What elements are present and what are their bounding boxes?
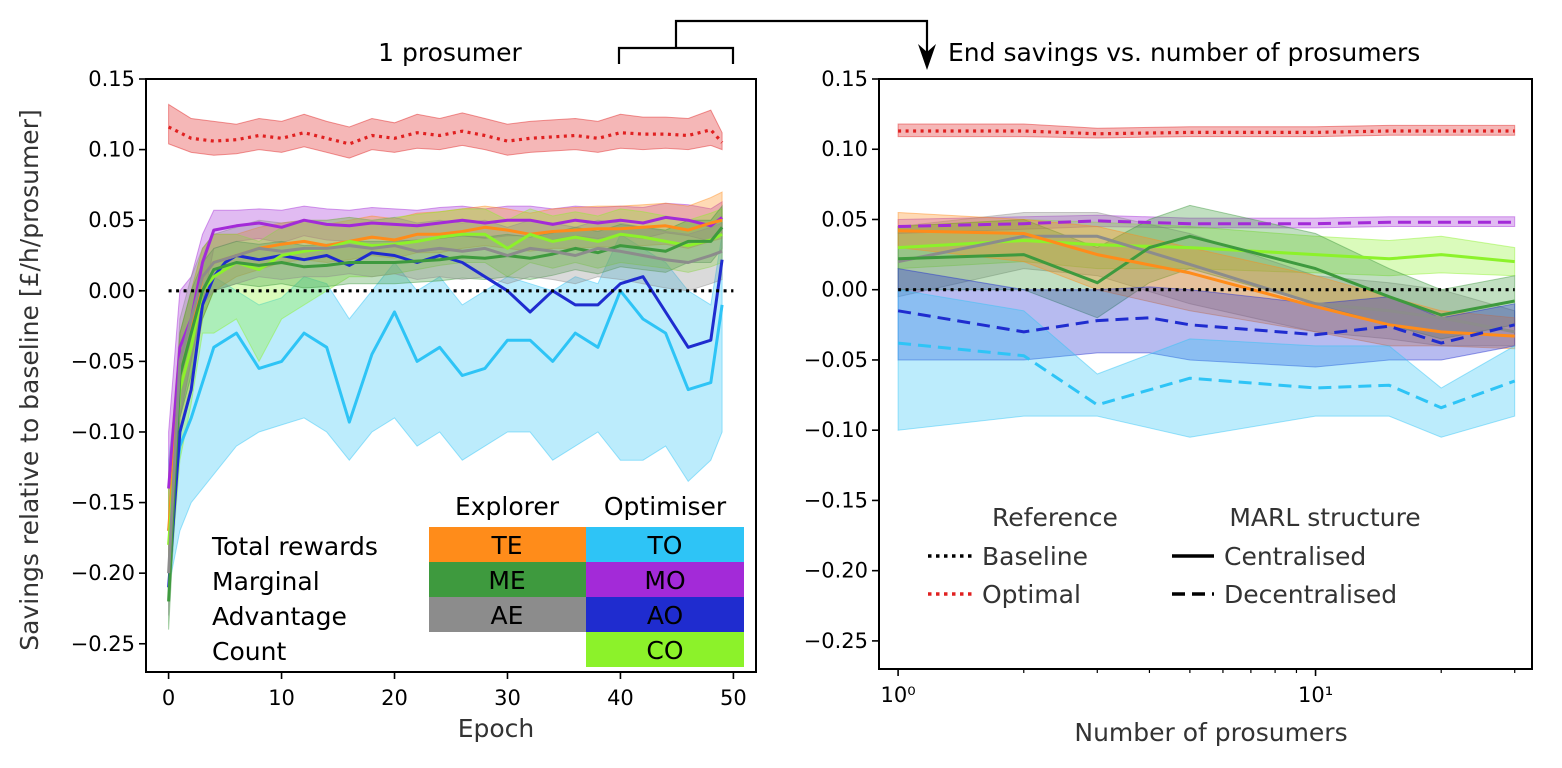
left-ytick-label: −0.10	[71, 420, 135, 444]
left-line-me	[167, 226, 724, 602]
left-xtick-label: 40	[607, 686, 634, 710]
legend-cell-ae	[429, 597, 586, 632]
left-xtick-label: 10	[268, 686, 295, 710]
left-ytick-label: −0.25	[71, 632, 135, 656]
left-band-to	[168, 233, 723, 588]
legend-baseline-label: Baseline	[982, 542, 1088, 571]
legend-decentralised-label: Decentralised	[1224, 580, 1397, 609]
right-line-me	[898, 234, 1515, 317]
right-plot-frame	[878, 78, 1533, 670]
right-panel-title: End savings vs. number of prosumers	[948, 38, 1420, 67]
legend-optimal-label: Optimal	[982, 580, 1081, 609]
left-xtick-label: 30	[494, 686, 521, 710]
legend-label-ao: AO	[647, 601, 683, 630]
legend-cell-to	[586, 527, 744, 562]
left-panel-title: 1 prosumer	[378, 38, 522, 67]
legend-centralised-label: Centralised	[1224, 542, 1366, 571]
left-band-te	[168, 191, 723, 574]
methods-legend: Explorer Optimiser Total rewards Margina…	[211, 492, 744, 667]
left-panel: 0.15 0.10 0.05 0.00 −0.05 −0.10 −0.15 −0.20 −0.2…	[71, 67, 757, 743]
left-line-mo	[167, 215, 723, 489]
left-ytick-label: 0.15	[88, 67, 135, 91]
left-line-to	[167, 289, 724, 531]
legend-cell-te	[429, 527, 586, 562]
legend-label-to: TO	[647, 531, 683, 560]
legend-cell-me	[429, 562, 586, 597]
legend-col-explorer: Explorer	[455, 492, 560, 521]
bracket-arrowhead	[918, 44, 936, 70]
left-x-ticks: 0 10 20 30 40 50	[162, 672, 747, 710]
right-band-te	[897, 211, 1516, 350]
right-xtick-label: 10¹	[1298, 683, 1333, 707]
legend-row-total-rewards: Total rewards	[211, 532, 378, 561]
legend-cell-co	[586, 632, 744, 667]
legend-structure-title: MARL structure	[1229, 503, 1420, 532]
lines-legend: Reference MARL structure Baseline Optima…	[928, 503, 1421, 609]
left-plot-frame	[145, 78, 757, 673]
left-line-optimal	[167, 125, 724, 146]
right-band-to	[897, 289, 1516, 438]
left-band-ae	[168, 216, 723, 616]
legend-row-advantage: Advantage	[212, 602, 347, 631]
right-line-ao	[897, 309, 1516, 345]
right-ytick-label: −0.05	[804, 348, 868, 372]
right-x-ticks: 10⁰ 10¹	[881, 669, 1516, 707]
legend-reference-title: Reference	[992, 503, 1118, 532]
left-band-optimal	[168, 103, 723, 159]
left-line-ae	[167, 244, 723, 574]
left-line-co	[167, 232, 723, 546]
left-x-axis-title: Epoch	[458, 714, 535, 743]
left-y-ticks: 0.15 0.10 0.05 0.00 −0.05 −0.10 −0.15 −0.20 −0.2…	[71, 67, 146, 656]
left-ytick-label: 0.00	[88, 279, 135, 303]
legend-label-co: CO	[646, 636, 683, 665]
legend-label-te: TE	[490, 531, 522, 560]
left-ytick-label: 0.10	[88, 138, 135, 162]
legend-cell-mo	[586, 562, 744, 597]
legend-cell-ao	[586, 597, 744, 632]
left-xtick-label: 50	[720, 686, 747, 710]
left-ytick-label: −0.05	[71, 349, 135, 373]
right-ytick-label: −0.15	[804, 488, 868, 512]
right-x-axis-title: Number of prosumers	[1074, 718, 1347, 747]
right-ytick-label: −0.25	[804, 629, 868, 653]
legend-col-optimiser: Optimiser	[604, 492, 727, 521]
zoom-bracket	[617, 19, 929, 64]
right-plot-marks	[897, 123, 1516, 438]
right-ytick-label: 0.00	[821, 278, 868, 302]
legend-label-me: ME	[488, 566, 525, 595]
right-y-ticks: 0.15 0.10 0.05 0.00 −0.05 −0.10 −0.15 −0.20 −0.2…	[804, 67, 879, 653]
right-band-ao	[897, 268, 1516, 368]
left-ytick-label: −0.15	[71, 491, 135, 515]
legend-label-mo: MO	[644, 566, 685, 595]
right-ytick-label: 0.05	[821, 207, 868, 231]
right-line-optimal	[898, 129, 1515, 136]
right-ytick-label: −0.10	[804, 418, 868, 442]
right-line-to	[897, 341, 1516, 410]
right-ytick-label: 0.10	[821, 137, 868, 161]
y-axis-title: Savings relative to baseline [£/h/prosum…	[15, 109, 44, 650]
right-ytick-label: −0.20	[804, 559, 868, 583]
left-xtick-label: 20	[381, 686, 408, 710]
left-ytick-label: 0.05	[88, 208, 135, 232]
left-xtick-label: 0	[162, 686, 175, 710]
right-xtick-label: 10⁰	[881, 683, 916, 707]
legend-label-ae: AE	[491, 601, 524, 630]
left-ytick-label: −0.20	[71, 561, 135, 585]
legend-row-count: Count	[212, 637, 286, 666]
legend-row-marginal: Marginal	[212, 567, 320, 596]
right-panel: 0.15 0.10 0.05 0.00 −0.05 −0.10 −0.15 −0.20 −0.2…	[804, 67, 1533, 747]
right-ytick-label: 0.15	[821, 67, 868, 91]
left-plot-marks	[167, 103, 734, 630]
